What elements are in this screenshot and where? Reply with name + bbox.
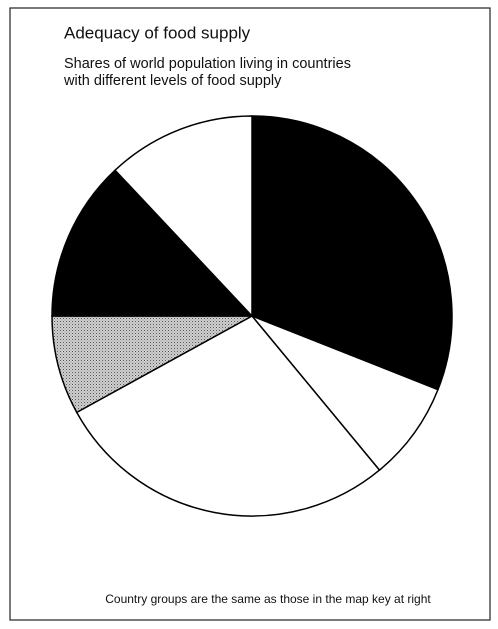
pie-slice (114, 115, 253, 318)
chart-subtitle: with different levels of food supply (63, 73, 282, 89)
chart-subtitle: Shares of world population living in cou… (64, 56, 351, 72)
pie-slice (51, 169, 254, 317)
footnote: Country groups are the same as those in … (105, 592, 431, 606)
pie-slice (251, 315, 439, 472)
frame (9, 7, 491, 621)
pie-slice (251, 115, 453, 391)
chart-title: Adequacy of food supply (64, 23, 251, 42)
pie-slice (75, 315, 381, 517)
pie-slice (51, 315, 253, 414)
